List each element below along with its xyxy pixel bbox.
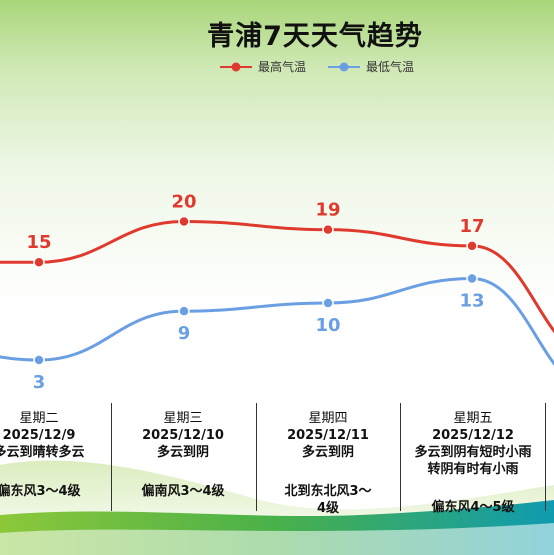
legend-high-marker bbox=[220, 62, 252, 71]
day-column: 星期二 2025/12/9 多云到晴转多云 偏东风3～4级 bbox=[0, 403, 110, 511]
data-label-high: 17 bbox=[459, 216, 484, 237]
day-column: 星期五 2025/12/12 多云到阴有短时小雨转阴有时有小雨 偏东风4～5级 bbox=[401, 403, 545, 515]
day-weekday: 星期三 bbox=[163, 411, 203, 426]
legend-item-low[interactable]: 最低气温 bbox=[328, 58, 414, 75]
temperature-chart: 15 20 19 17 3 9 10 13 bbox=[0, 191, 554, 393]
data-label-high: 20 bbox=[171, 191, 196, 212]
day-date: 2025/12/12 bbox=[432, 428, 514, 443]
day-weather: 多云到阴有短时小雨转阴有时有小雨 bbox=[414, 445, 532, 477]
data-point-low[interactable] bbox=[178, 305, 190, 317]
legend-low-marker bbox=[328, 62, 361, 71]
day-date: 2025/12/9 bbox=[2, 428, 76, 443]
day-wind: 偏南风3～4级 bbox=[141, 484, 225, 499]
column-divider bbox=[111, 403, 112, 511]
day-column: 星期三 2025/12/10 多云到阴 偏南风3～4级 bbox=[112, 403, 254, 511]
data-label-low: 3 bbox=[33, 372, 46, 393]
day-wind: 偏东风4～5级 bbox=[431, 500, 515, 515]
column-divider bbox=[545, 403, 546, 511]
chart-legend: 最高气温 最低气温 bbox=[220, 58, 414, 75]
day-weekday: 星期四 bbox=[308, 411, 348, 426]
day-weekday: 星期二 bbox=[19, 411, 59, 426]
chart-title: 青浦7天天气趋势 bbox=[207, 21, 423, 52]
day-wind: 偏东风3～4级 bbox=[0, 484, 81, 499]
day-column: 星期四 2025/12/11 多云到阴 北到东北风3～4级 bbox=[257, 403, 399, 516]
legend-item-high[interactable]: 最高气温 bbox=[220, 58, 306, 75]
legend-high-label: 最高气温 bbox=[258, 60, 307, 74]
data-point-low[interactable] bbox=[466, 272, 478, 285]
legend-low-label: 最低气温 bbox=[366, 60, 415, 74]
bottom-decoration bbox=[0, 460, 554, 555]
data-label-low: 10 bbox=[315, 315, 340, 336]
data-label-high: 19 bbox=[315, 200, 340, 221]
data-label-low: 9 bbox=[178, 323, 191, 344]
column-divider bbox=[256, 403, 257, 511]
data-label-high: 15 bbox=[26, 232, 51, 253]
data-point-high[interactable] bbox=[322, 223, 334, 236]
data-point-low[interactable] bbox=[33, 354, 45, 366]
day-weather: 多云到阴 bbox=[301, 445, 354, 460]
day-wind: 北到东北风3～4级 bbox=[284, 484, 372, 516]
data-label-low: 13 bbox=[459, 291, 484, 312]
data-point-low[interactable] bbox=[322, 297, 334, 309]
day-date: 2025/12/11 bbox=[287, 428, 369, 443]
day-weather: 多云到阴 bbox=[156, 445, 209, 460]
data-point-high[interactable] bbox=[466, 240, 478, 252]
daily-forecast-table: 星期二 2025/12/9 多云到晴转多云 偏东风3～4级 星期三 2025/1… bbox=[0, 403, 554, 516]
data-point-high[interactable] bbox=[33, 256, 45, 268]
day-weather: 多云到晴转多云 bbox=[0, 445, 85, 460]
day-date: 2025/12/10 bbox=[142, 428, 224, 443]
data-point-high[interactable] bbox=[178, 215, 190, 228]
column-divider bbox=[400, 403, 401, 511]
day-weekday: 星期五 bbox=[453, 411, 493, 426]
